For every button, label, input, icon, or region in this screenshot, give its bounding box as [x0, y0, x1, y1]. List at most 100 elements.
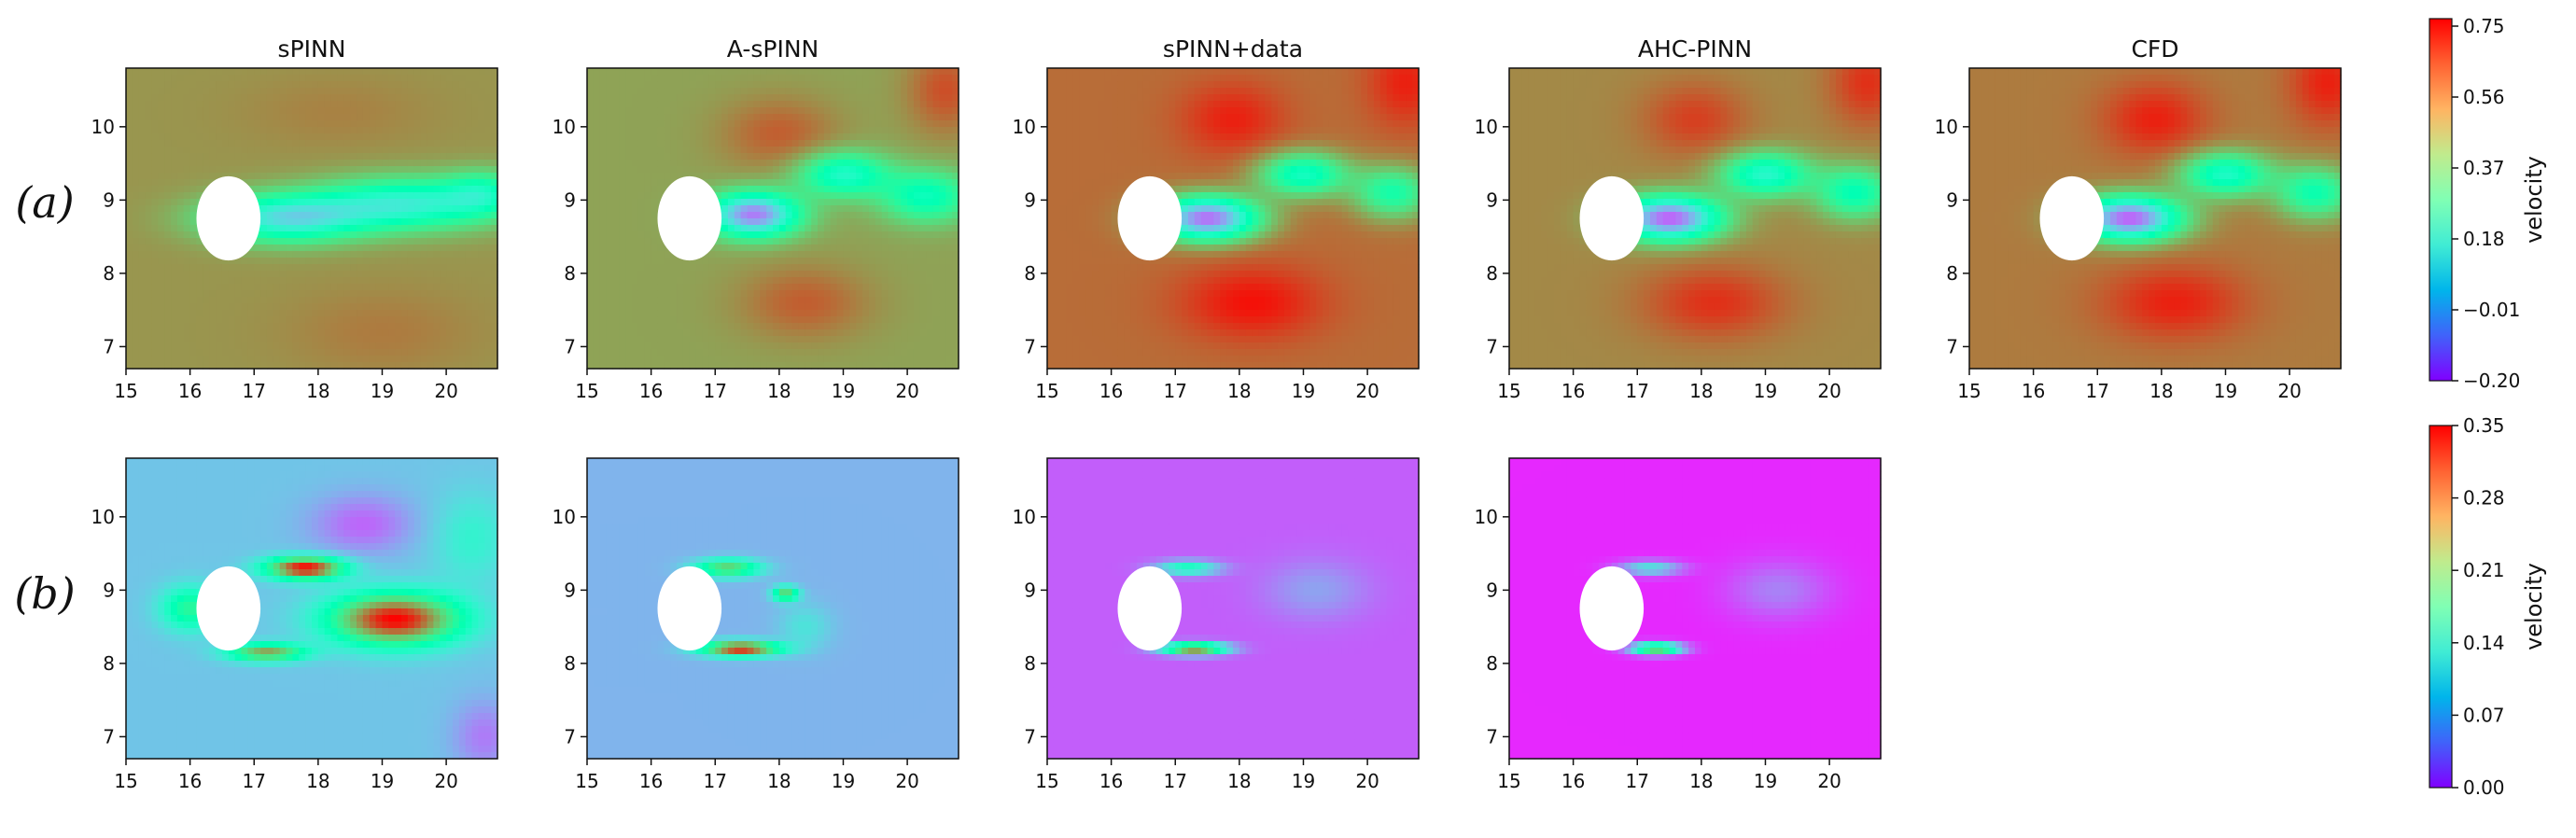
- heat-cell: [465, 192, 473, 200]
- heat-cell: [388, 225, 396, 232]
- heat-cell: [458, 356, 467, 363]
- heat-cell: [805, 212, 812, 219]
- heat-cell: [357, 264, 364, 272]
- heat-cell: [587, 336, 595, 343]
- heat-cell: [657, 173, 665, 180]
- heat-cell: [407, 225, 415, 232]
- heat-cell: [491, 316, 498, 324]
- heat-cell: [856, 199, 863, 206]
- heat-cell: [299, 251, 306, 258]
- heat-cell: [312, 231, 319, 239]
- heat-cell: [798, 140, 805, 147]
- heat-cell: [715, 166, 722, 174]
- heat-cell: [778, 310, 787, 317]
- heat-cell: [753, 218, 761, 226]
- heat-cell: [126, 186, 133, 193]
- heat-cell: [708, 133, 716, 141]
- heat-cell: [587, 94, 595, 102]
- heat-cell: [695, 160, 704, 167]
- heat-cell: [216, 81, 223, 89]
- heat-cell: [593, 303, 601, 311]
- heat-cell: [273, 290, 281, 298]
- heat-cell: [593, 290, 601, 298]
- heat-cell: [587, 107, 595, 115]
- heat-cell: [760, 362, 767, 370]
- heat-cell: [811, 231, 819, 239]
- heat-cell: [350, 192, 357, 200]
- heat-cell: [343, 323, 351, 330]
- heat-cell: [446, 277, 454, 285]
- heat-cell: [760, 199, 767, 206]
- heat-cell: [625, 251, 633, 258]
- heat-cell: [388, 251, 396, 258]
- heat-cell: [901, 75, 908, 82]
- heat-cell: [362, 68, 371, 76]
- heat-cell: [407, 310, 415, 317]
- heat-cell: [478, 290, 485, 298]
- heat-cell: [682, 153, 691, 161]
- heat-cell: [254, 277, 261, 285]
- heat-cell: [401, 179, 409, 187]
- heat-cell: [805, 251, 812, 258]
- heat-cell: [637, 68, 646, 76]
- heat-cell: [785, 218, 793, 226]
- heat-cell: [413, 120, 422, 128]
- heat-cell: [357, 290, 364, 298]
- heat-cell: [818, 127, 825, 134]
- heat-cell: [458, 205, 467, 213]
- heat-cell: [894, 133, 902, 141]
- heat-cell: [357, 258, 364, 265]
- heat-cell: [689, 297, 697, 304]
- heat-cell: [798, 238, 805, 245]
- heat-cell: [375, 107, 384, 115]
- heat-cell: [657, 120, 665, 128]
- heat-cell: [138, 179, 147, 187]
- heat-cell: [823, 218, 832, 226]
- heat-cell: [894, 329, 902, 337]
- heat-cell: [196, 336, 203, 343]
- heat-cell: [375, 290, 384, 298]
- heat-cell: [881, 186, 889, 193]
- heat-cell: [305, 205, 313, 213]
- heat-cell: [702, 264, 709, 272]
- heat-cell: [433, 336, 441, 343]
- heat-cell: [682, 133, 691, 141]
- heat-cell: [619, 192, 626, 200]
- heat-cell: [805, 356, 812, 363]
- heat-cell: [677, 153, 684, 161]
- heat-cell: [753, 133, 761, 141]
- heat-cell: [894, 310, 902, 317]
- heat-cell: [312, 297, 319, 304]
- heat-cell: [593, 264, 601, 272]
- heat-cell: [395, 231, 402, 239]
- heat-cell: [234, 68, 243, 76]
- heat-cell: [766, 316, 774, 324]
- heat-cell: [798, 277, 805, 285]
- heat-cell: [901, 94, 908, 102]
- heat-cell: [196, 114, 203, 121]
- heat-cell: [260, 114, 268, 121]
- heat-cell: [382, 199, 389, 206]
- heat-cell: [721, 277, 729, 285]
- heat-cell: [734, 238, 742, 245]
- heat-cell: [682, 342, 691, 350]
- heat-cell: [702, 258, 709, 265]
- heat-cell: [420, 323, 428, 330]
- heat-cell: [836, 94, 845, 102]
- heat-cell: [823, 166, 832, 174]
- heat-cell: [881, 284, 889, 291]
- heat-cell: [247, 290, 255, 298]
- heat-cell: [695, 356, 704, 363]
- heat-cell: [830, 199, 838, 206]
- heat-cell: [798, 310, 805, 317]
- heat-cell: [875, 284, 883, 291]
- heat-cell: [312, 94, 319, 102]
- heat-cell: [305, 75, 313, 82]
- heat-cell: [657, 192, 665, 200]
- heat-cell: [138, 107, 147, 115]
- heat-cell: [682, 160, 691, 167]
- heat-cell: [362, 127, 371, 134]
- heat-cell: [849, 284, 857, 291]
- heat-cell: [221, 290, 230, 298]
- heat-cell: [171, 133, 178, 141]
